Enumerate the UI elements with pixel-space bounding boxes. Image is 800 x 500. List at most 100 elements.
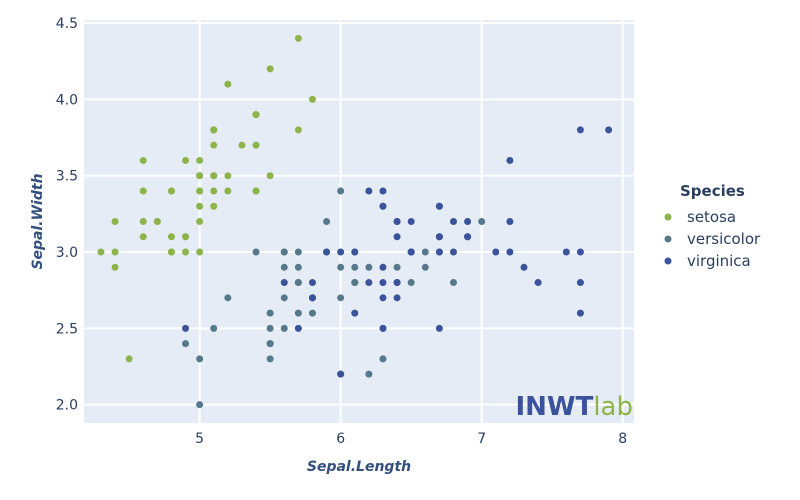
point-setosa xyxy=(210,187,218,195)
legend-item-setosa[interactable]: setosa xyxy=(664,208,737,226)
point-versicolor xyxy=(280,324,288,332)
point-versicolor xyxy=(365,263,373,271)
point-virginica xyxy=(393,218,401,225)
point-virginica xyxy=(576,248,584,256)
legend-item-versicolor[interactable]: versicolor xyxy=(664,230,762,248)
x-tick-label: 8 xyxy=(618,431,627,447)
x-tick-label: 5 xyxy=(195,431,204,447)
point-setosa xyxy=(182,233,190,241)
point-setosa xyxy=(308,95,316,103)
point-virginica xyxy=(365,187,373,195)
point-virginica xyxy=(605,126,613,134)
point-virginica xyxy=(351,248,359,256)
point-virginica xyxy=(576,279,584,287)
point-setosa xyxy=(167,233,175,241)
point-virginica xyxy=(182,324,190,332)
x-axis-ticks: 5 6 7 8 xyxy=(195,431,627,447)
point-virginica xyxy=(464,233,472,241)
point-virginica xyxy=(562,248,570,256)
y-tick-label: 2.5 xyxy=(56,321,78,337)
point-virginica xyxy=(435,202,443,210)
point-setosa xyxy=(266,172,274,180)
point-versicolor xyxy=(266,340,274,348)
point-setosa xyxy=(224,80,232,88)
point-versicolor xyxy=(351,279,359,287)
point-virginica xyxy=(534,279,542,287)
point-versicolor xyxy=(196,401,204,409)
point-versicolor xyxy=(351,263,359,271)
point-virginica xyxy=(449,248,457,256)
svg-text:INWTlab: INWTlab xyxy=(515,392,633,422)
point-virginica xyxy=(393,233,401,241)
point-versicolor xyxy=(379,355,387,363)
point-virginica xyxy=(435,248,443,256)
point-versicolor xyxy=(280,263,288,271)
legend-marker xyxy=(664,235,672,243)
legend-item-virginica[interactable]: virginica xyxy=(664,252,751,270)
point-setosa xyxy=(294,126,302,134)
point-virginica xyxy=(323,248,331,256)
y-tick-label: 3.0 xyxy=(56,245,78,261)
point-setosa xyxy=(210,141,218,149)
point-setosa xyxy=(139,187,147,195)
point-virginica xyxy=(464,218,472,225)
point-virginica xyxy=(407,248,415,256)
point-virginica xyxy=(294,324,302,332)
point-versicolor xyxy=(478,218,486,225)
point-virginica xyxy=(576,309,584,317)
y-axis-title: Sepal.Width xyxy=(30,173,46,269)
legend[interactable]: Species setosa versicolor virginica xyxy=(664,182,762,270)
point-versicolor xyxy=(323,218,331,225)
point-virginica xyxy=(506,248,514,256)
point-setosa xyxy=(238,141,246,149)
point-virginica xyxy=(379,279,387,287)
point-setosa xyxy=(252,187,260,195)
point-setosa xyxy=(210,126,218,134)
point-virginica xyxy=(365,279,373,287)
point-setosa xyxy=(182,248,190,256)
plot-area xyxy=(84,20,634,423)
legend-label: versicolor xyxy=(687,230,761,248)
point-versicolor xyxy=(280,294,288,302)
point-versicolor xyxy=(308,309,316,317)
point-versicolor xyxy=(294,279,302,287)
point-versicolor xyxy=(294,263,302,271)
point-setosa xyxy=(224,187,232,195)
point-setosa xyxy=(224,172,232,180)
y-tick-label: 4.0 xyxy=(56,92,78,108)
point-virginica xyxy=(379,294,387,302)
point-virginica xyxy=(337,370,345,378)
logo-sub-text: lab xyxy=(593,392,633,422)
point-setosa xyxy=(196,202,204,210)
point-setosa xyxy=(196,218,204,225)
point-versicolor xyxy=(280,248,288,256)
grid xyxy=(84,20,634,423)
point-versicolor xyxy=(252,248,260,256)
point-setosa xyxy=(196,187,204,195)
point-setosa xyxy=(252,111,260,119)
point-virginica xyxy=(379,187,387,195)
legend-marker xyxy=(664,213,672,221)
point-versicolor xyxy=(266,309,274,317)
point-versicolor xyxy=(449,279,457,287)
point-versicolor xyxy=(421,248,429,256)
legend-marker xyxy=(664,257,672,265)
point-virginica xyxy=(393,294,401,302)
point-virginica xyxy=(435,233,443,241)
point-setosa xyxy=(196,172,204,180)
point-versicolor xyxy=(393,263,401,271)
point-setosa xyxy=(210,202,218,210)
point-virginica xyxy=(280,279,288,287)
y-axis-ticks: 2.0 2.5 3.0 3.5 4.0 4.5 xyxy=(56,16,78,414)
point-setosa xyxy=(139,218,147,225)
point-versicolor xyxy=(365,370,373,378)
point-setosa xyxy=(167,248,175,256)
point-setosa xyxy=(153,218,161,225)
inwt-lab-logo: INWTlab xyxy=(515,392,633,422)
point-virginica xyxy=(492,248,500,256)
data-points xyxy=(97,34,613,409)
point-setosa xyxy=(196,156,204,164)
x-tick-label: 6 xyxy=(336,431,345,447)
point-setosa xyxy=(111,218,119,225)
